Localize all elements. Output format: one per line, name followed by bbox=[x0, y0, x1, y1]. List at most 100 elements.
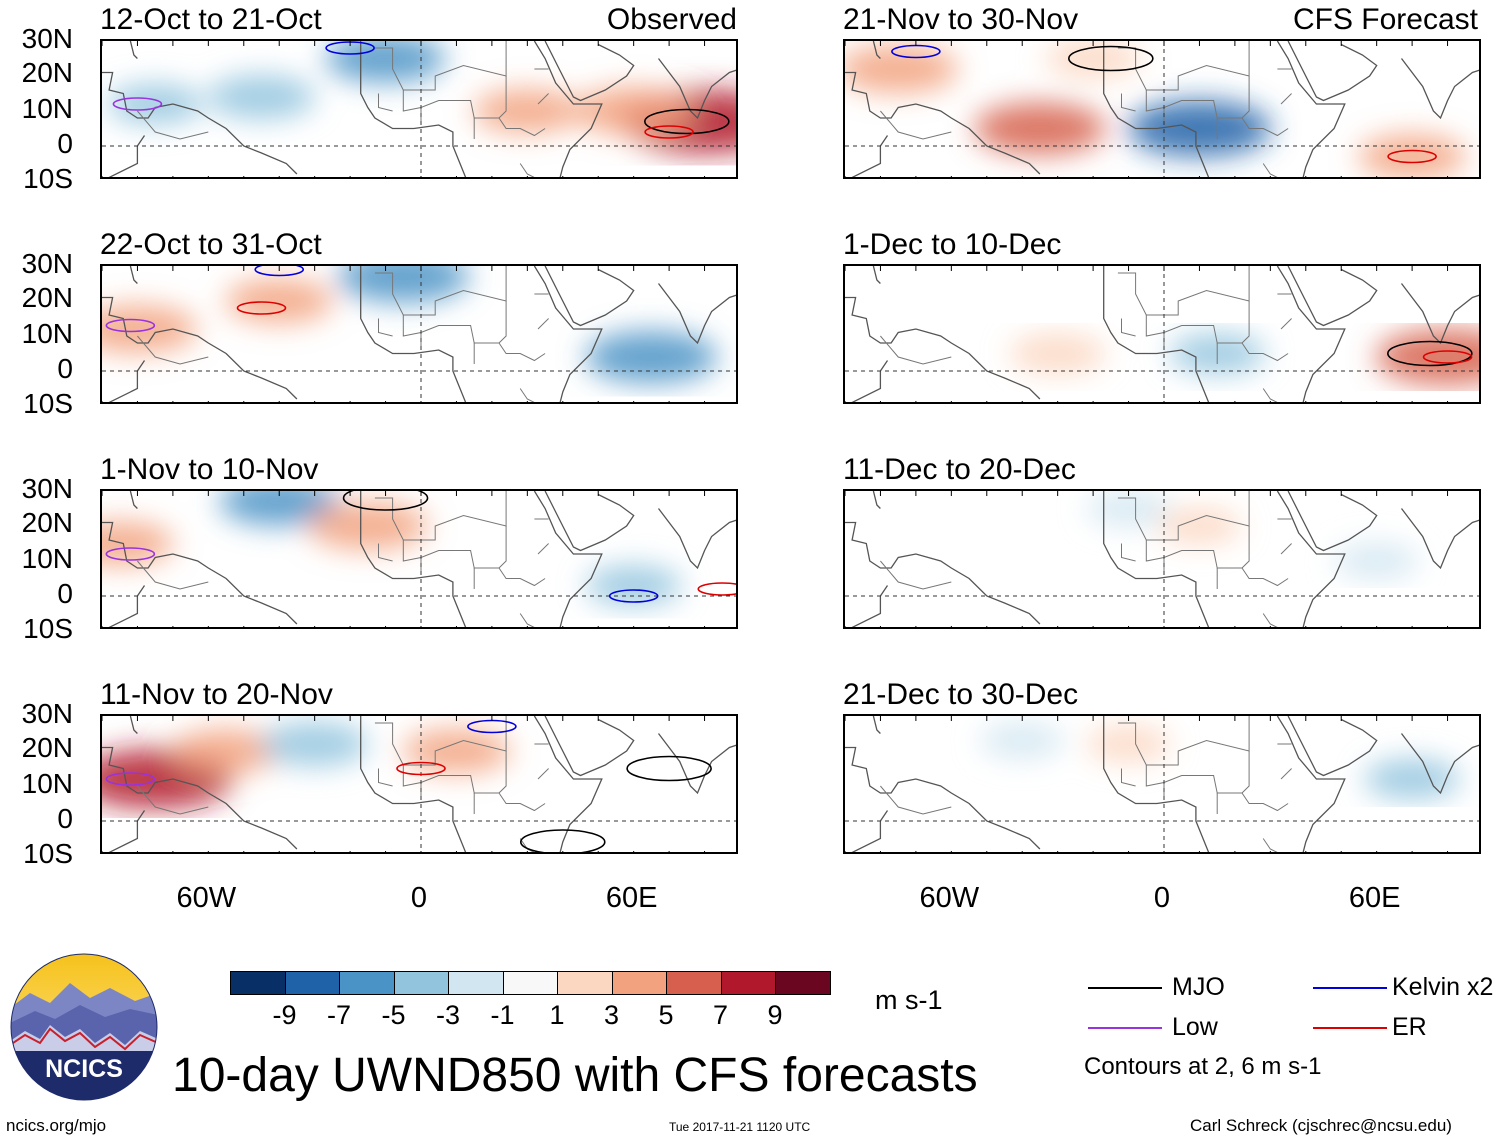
legend-line-er bbox=[1313, 1027, 1387, 1029]
y-tick-label: 10S bbox=[23, 163, 73, 194]
colorbar-label: -3 bbox=[435, 1000, 460, 1030]
colorbar-swatch bbox=[666, 971, 722, 995]
colorbar-swatch bbox=[720, 971, 776, 995]
colorbar-label: 9 bbox=[767, 1000, 783, 1030]
panel-title: 1-Dec to 10-Dec bbox=[843, 228, 1062, 261]
colorbar-swatch bbox=[557, 971, 613, 995]
contour-er bbox=[1422, 350, 1473, 364]
legend-label-mjo: MJO bbox=[1172, 973, 1225, 1001]
colorbar-swatch bbox=[611, 971, 667, 995]
y-tick-label: 10N bbox=[21, 318, 73, 349]
anomaly-blob bbox=[172, 729, 281, 773]
y-tick-label: 0 bbox=[57, 578, 73, 609]
contour-er bbox=[697, 582, 736, 596]
x-tick-label: 0 bbox=[1153, 882, 1171, 914]
colorbar-swatch bbox=[448, 971, 504, 995]
y-tick-label: 30N bbox=[21, 698, 73, 729]
anomaly-blob bbox=[207, 75, 316, 119]
map-panel bbox=[843, 264, 1481, 404]
y-tick-label: 0 bbox=[57, 803, 73, 834]
legend-label-er: ER bbox=[1392, 1013, 1427, 1041]
footer-timestamp: Tue 2017-11-21 1120 UTC bbox=[669, 1120, 811, 1134]
contour-low bbox=[105, 318, 156, 333]
contour-low bbox=[112, 97, 163, 111]
colorbar-label: 5 bbox=[658, 1000, 674, 1030]
panel-title: 12-Oct to 21-Oct bbox=[100, 3, 322, 36]
anomaly-blob bbox=[1127, 100, 1272, 157]
colorbar-swatch bbox=[775, 971, 831, 995]
x-tick-label: 0 bbox=[410, 882, 428, 914]
anomaly-blob bbox=[845, 45, 959, 93]
contour-mjo bbox=[342, 491, 429, 511]
anomaly-blob bbox=[573, 87, 694, 135]
legend-line-mjo bbox=[1088, 987, 1162, 989]
anomaly-blob bbox=[325, 41, 446, 83]
anomaly-blob bbox=[1009, 333, 1106, 374]
x-tick-label: 60W bbox=[176, 882, 237, 914]
anomaly-blob bbox=[225, 279, 334, 323]
contour-er bbox=[236, 301, 287, 315]
figure-title: 10-day UWND850 with CFS forecasts bbox=[172, 1049, 978, 1102]
colorbar-label: 7 bbox=[712, 1000, 729, 1030]
map-panel bbox=[100, 264, 738, 404]
y-tick-label: 0 bbox=[57, 128, 73, 159]
legend-label-low: Low bbox=[1172, 1013, 1218, 1041]
contour-er bbox=[1387, 149, 1437, 164]
anomaly-blob bbox=[585, 565, 682, 606]
map-panel bbox=[843, 714, 1481, 854]
anomaly-blob bbox=[1157, 508, 1242, 544]
panel-title: 21-Nov to 30-Nov bbox=[843, 3, 1079, 36]
anomaly-blob bbox=[1358, 134, 1467, 177]
logo-text: NCICS bbox=[45, 1055, 123, 1083]
anomaly-blob bbox=[107, 84, 204, 124]
colorbar-swatch bbox=[339, 971, 395, 995]
anomaly-blob bbox=[102, 521, 174, 566]
map-panel bbox=[100, 39, 738, 179]
anomaly-blob bbox=[1086, 491, 1171, 527]
colorbar-label: -7 bbox=[326, 1000, 351, 1030]
contour-kelvin bbox=[254, 266, 305, 277]
anomaly-blob bbox=[307, 502, 428, 550]
contour-mjo bbox=[644, 108, 730, 135]
colorbar-swatch bbox=[393, 971, 449, 995]
anomaly-blob bbox=[585, 331, 718, 383]
contour-mjo bbox=[1387, 340, 1473, 367]
panel-title: 11-Nov to 20-Nov bbox=[100, 678, 333, 711]
ncics-logo-graphic: NCICS bbox=[10, 953, 158, 1101]
footer-credit: Carl Schreck (cjschrec@ncsu.edu) bbox=[1190, 1116, 1452, 1135]
panel-title: 11-Dec to 20-Dec bbox=[843, 453, 1076, 486]
anomaly-blob bbox=[260, 722, 369, 766]
y-tick-label: 20N bbox=[21, 282, 73, 313]
colorbar-swatch bbox=[284, 971, 340, 995]
contour-er bbox=[396, 761, 446, 776]
y-tick-label: 20N bbox=[21, 57, 73, 88]
y-tick-label: 0 bbox=[57, 353, 73, 384]
x-tick-label: 60E bbox=[1348, 882, 1401, 914]
colorbar-swatch bbox=[230, 971, 286, 995]
anomaly-blob bbox=[337, 266, 470, 303]
contour-mjo bbox=[519, 829, 606, 852]
y-tick-label: 30N bbox=[21, 248, 73, 279]
observed-label: Observed bbox=[606, 3, 737, 36]
forecast-label: CFS Forecast bbox=[1292, 3, 1478, 36]
colorbar-label: -5 bbox=[381, 1000, 406, 1030]
colorbar-swatch bbox=[502, 971, 558, 995]
contour-kelvin bbox=[608, 589, 659, 603]
contour-note: Contours at 2, 6 m s-1 bbox=[1084, 1053, 1322, 1080]
legend-line-kelvin bbox=[1313, 987, 1387, 989]
anomaly-blob bbox=[1086, 726, 1171, 762]
y-tick-label: 10N bbox=[21, 543, 73, 574]
anomaly-blob bbox=[402, 729, 511, 773]
map-panel bbox=[100, 489, 738, 629]
legend-label-kelvin: Kelvin x2 bbox=[1392, 973, 1494, 1001]
map-panel bbox=[843, 39, 1481, 179]
y-tick-label: 10N bbox=[21, 93, 73, 124]
anomaly-blob bbox=[1375, 329, 1479, 385]
footer-url[interactable]: ncics.org/mjo bbox=[6, 1116, 107, 1135]
anomaly-blob bbox=[219, 491, 340, 526]
colorbar-label: 1 bbox=[549, 1000, 565, 1030]
panel-title: 21-Dec to 30-Dec bbox=[843, 678, 1079, 711]
contour-kelvin bbox=[467, 719, 517, 734]
contour-mjo bbox=[626, 755, 712, 782]
panel-title: 1-Nov to 10-Nov bbox=[100, 453, 319, 486]
